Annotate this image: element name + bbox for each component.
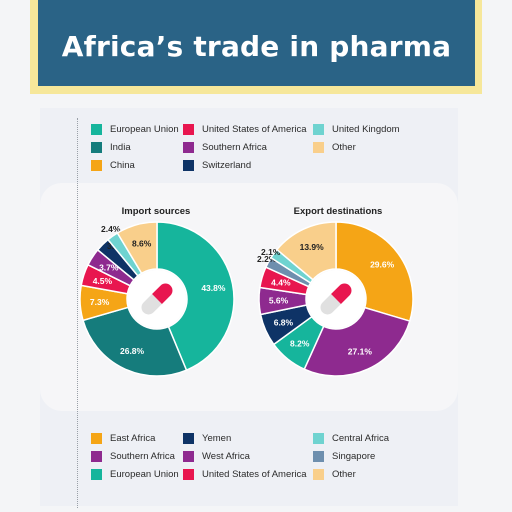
donut-slice: [303, 306, 411, 377]
slice-value-label: 13.9%: [300, 242, 325, 252]
slice-value-label: 26.8%: [120, 346, 145, 356]
slice-value-label: 4.5%: [93, 276, 113, 286]
pill-icon: [128, 270, 186, 328]
export-chart-title: Export destinations: [293, 206, 383, 217]
slice-value-label: 8.6%: [132, 239, 152, 249]
pill-icon: [307, 270, 365, 328]
donut-slice: [275, 221, 337, 281]
title-banner: Africa’s trade in pharma: [38, 0, 475, 86]
donut-slice: [156, 221, 235, 372]
donut-slice: [116, 221, 158, 275]
donut-slice: [82, 306, 188, 377]
slice-value-label: 6.8%: [274, 317, 294, 327]
dotted-rule: [77, 118, 78, 508]
import-chart-title: Import sources: [121, 206, 191, 217]
slice-value-label: 27.1%: [348, 346, 373, 356]
slice-value-label: 3.7%: [99, 263, 119, 273]
page-title: Africa’s trade in pharma: [61, 30, 452, 63]
slice-value-label: 43.8%: [201, 283, 226, 293]
slice-value-label: 5.6%: [269, 296, 289, 306]
slice-value-label: 2.1%: [261, 247, 281, 257]
export-donut: 29.6% 27.1% 8.2% 6.8% 5.6% 4.4% 2.2%2.1% 13.9%: [257, 221, 414, 377]
slice-value-label: 4.4%: [271, 278, 291, 288]
slice-value-label: 29.6%: [370, 260, 395, 270]
donut-slice: [335, 221, 414, 323]
slice-value-label: 8.2%: [290, 339, 310, 349]
slice-value-label: 7.3%: [90, 297, 110, 307]
import-donut: 43.8%26.8%7.3%4.5%3.7%3.0%2.4%8.6%: [79, 221, 235, 377]
slice-value-label: 2.4%: [101, 224, 121, 234]
slice-value-label: 2.2%: [257, 254, 277, 264]
